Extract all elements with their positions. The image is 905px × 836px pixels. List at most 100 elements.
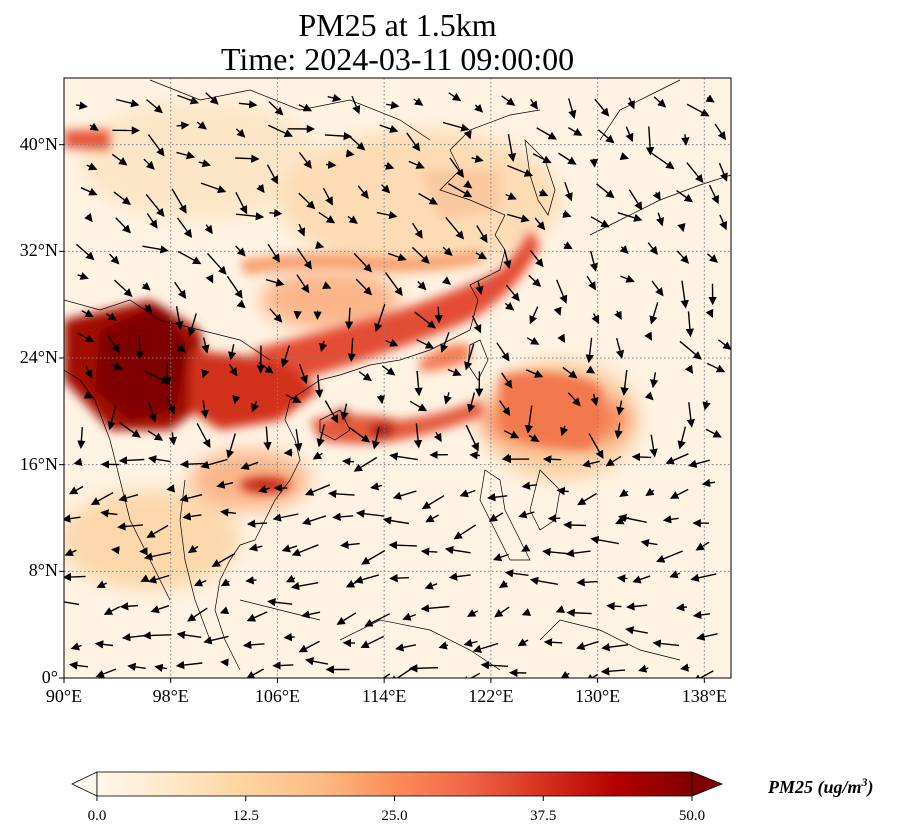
wind-arrow — [605, 455, 622, 467]
wind-arrow — [268, 101, 284, 116]
wind-arrow — [360, 549, 386, 565]
wind-arrow — [294, 428, 303, 452]
wind-arrow — [376, 210, 398, 220]
wind-arrow — [563, 241, 573, 250]
wind-arrow — [499, 400, 511, 416]
wind-arrow — [342, 457, 354, 466]
wind-arrow — [389, 667, 413, 678]
wind-arrow — [585, 337, 594, 364]
wind-arrow — [438, 641, 449, 650]
colorbar — [71, 771, 724, 801]
wind-arrow — [327, 93, 342, 103]
wind-arrow — [453, 524, 477, 540]
wind-arrow — [235, 128, 246, 138]
wind-arrow — [70, 642, 82, 651]
wind-arrow — [558, 152, 577, 165]
wind-arrow — [628, 189, 643, 211]
colorbar-tick-label: 0.0 — [87, 808, 107, 824]
wind-arrow — [200, 400, 209, 419]
wind-arrow — [534, 217, 546, 231]
wind-arrow — [411, 246, 430, 264]
wind-arrow — [83, 390, 94, 399]
wind-arrow — [81, 309, 94, 318]
wind-arrow — [177, 250, 202, 265]
wind-arrow — [118, 456, 145, 465]
wind-arrow — [168, 432, 178, 446]
wind-arrow — [585, 365, 596, 374]
wind-arrow — [381, 365, 396, 376]
wind-arrow — [242, 640, 265, 650]
wind-arrow — [322, 281, 332, 290]
wind-arrow — [232, 395, 241, 405]
wind-arrow — [696, 632, 718, 641]
wind-arrow — [652, 191, 661, 201]
wind-arrow — [505, 284, 520, 302]
wind-arrow — [176, 630, 202, 640]
wind-arrow — [272, 661, 294, 670]
wind-arrow — [283, 448, 293, 457]
lon-tick-label: 122°E — [468, 686, 514, 706]
wind-arrow — [77, 271, 89, 280]
wind-arrow — [589, 250, 598, 272]
wind-arrow — [652, 639, 680, 648]
wind-arrow — [118, 421, 141, 438]
wind-arrow — [291, 544, 319, 557]
wind-arrow — [632, 575, 651, 584]
wind-arrow — [353, 456, 378, 472]
wind-arrow — [150, 605, 170, 614]
wind-arrow — [324, 400, 339, 424]
wind-arrow — [281, 544, 298, 553]
wind-arrow — [413, 423, 423, 449]
wind-arrow — [591, 313, 600, 325]
wind-arrow — [719, 214, 728, 231]
wind-arrow — [351, 95, 361, 115]
wind-arrow — [94, 640, 114, 649]
wind-arrow — [408, 160, 425, 169]
wind-arrow — [590, 393, 599, 407]
wind-arrow — [293, 310, 302, 320]
wind-arrow — [228, 363, 238, 377]
wind-arrow — [318, 211, 336, 224]
wind-arrow — [448, 572, 471, 581]
wind-arrow — [285, 574, 296, 583]
wind-arrow — [576, 640, 599, 651]
wind-arrow — [650, 372, 659, 389]
wind-arrow — [701, 478, 716, 488]
wind-arrow — [100, 509, 118, 518]
wind-arrow — [501, 372, 513, 389]
wind-arrow — [586, 275, 597, 291]
wind-arrow — [119, 602, 139, 611]
lon-tick-label: 130°E — [574, 686, 621, 706]
wind-arrow — [258, 485, 270, 494]
wind-arrow — [685, 311, 695, 338]
wind-arrow — [175, 306, 184, 330]
wind-arrow — [355, 278, 373, 296]
wind-arrow — [76, 243, 95, 261]
wind-arrow — [84, 365, 93, 379]
wind-arrow — [675, 603, 688, 612]
wind-arrow — [116, 98, 140, 108]
wind-arrow — [267, 243, 280, 263]
wind-arrow — [382, 516, 410, 525]
wind-arrow — [640, 538, 658, 548]
wind-arrow — [345, 149, 355, 158]
wind-arrow — [238, 100, 258, 109]
wind-arrow — [679, 340, 702, 360]
wind-arrow — [467, 392, 476, 413]
wind-arrow — [717, 339, 731, 350]
wind-arrow — [332, 512, 354, 522]
wind-arrow — [705, 308, 714, 319]
wind-arrow — [487, 493, 508, 502]
wind-arrow — [645, 126, 655, 156]
wind-arrow — [268, 124, 293, 137]
wind-arrow — [498, 580, 509, 589]
wind-arrow — [577, 492, 597, 506]
wind-arrow — [466, 609, 478, 617]
wind-arrow — [529, 306, 539, 325]
wind-arrow — [203, 635, 229, 645]
wind-arrow — [445, 216, 465, 240]
wind-arrow — [336, 612, 357, 625]
wind-arrow — [464, 343, 475, 371]
wind-arrow — [441, 276, 451, 285]
wind-arrow — [677, 426, 687, 450]
